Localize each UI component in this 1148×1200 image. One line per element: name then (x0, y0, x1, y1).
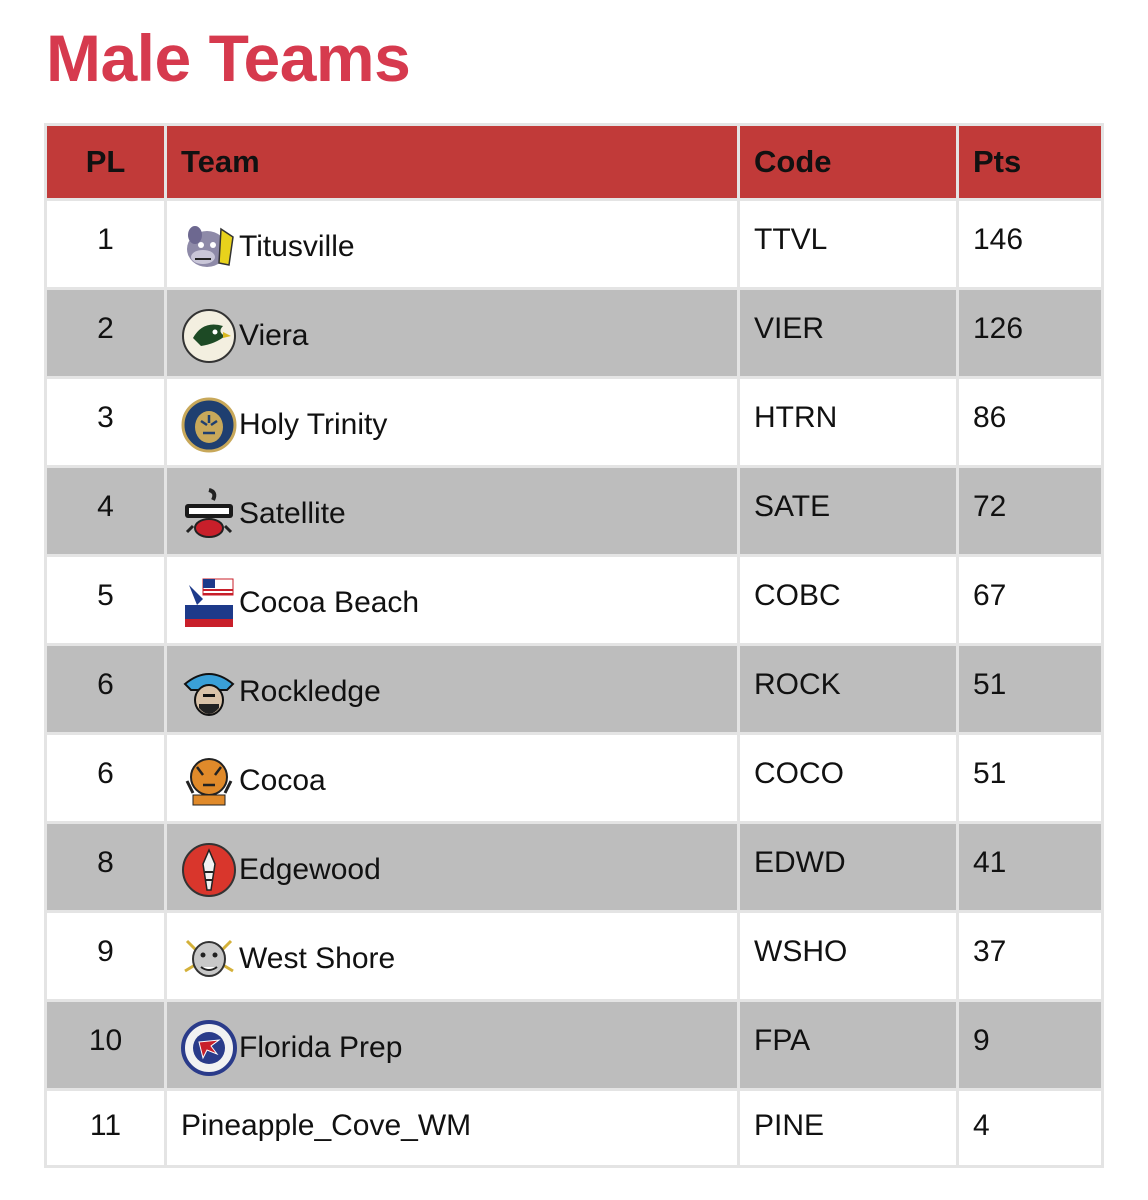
team-name: Holy Trinity (239, 408, 388, 441)
team-cell: Holy Trinity (167, 379, 737, 465)
table-row[interactable]: 6 Cocoa COCO 51 (47, 735, 1101, 821)
place-cell: 10 (47, 1002, 164, 1088)
hawk-logo-icon (181, 308, 237, 364)
table-row[interactable]: 3 Holy Trinity HTRN 86 (47, 379, 1101, 465)
team-cell: Florida Prep (167, 1002, 737, 1088)
tiger-crest-logo-icon (181, 397, 237, 453)
page-title: Male Teams (46, 21, 411, 95)
table-row[interactable]: 8 Edgewood EDWD 41 (47, 824, 1101, 910)
table-row[interactable]: 4 Satellite SATE 72 (47, 468, 1101, 554)
minutemen-logo-icon (181, 575, 237, 631)
team-cell: Pineapple_Cove_WM (167, 1091, 737, 1165)
team-name: Florida Prep (239, 1031, 403, 1064)
place-cell: 9 (47, 913, 164, 999)
header-pts[interactable]: Pts (959, 126, 1101, 198)
team-name: Viera (239, 319, 309, 352)
place-cell: 3 (47, 379, 164, 465)
table-row[interactable]: 2 Viera VIER 126 (47, 290, 1101, 376)
team-cell: Edgewood (167, 824, 737, 910)
code-cell: HTRN (740, 379, 956, 465)
team-name: West Shore (239, 942, 396, 975)
code-cell: WSHO (740, 913, 956, 999)
points-cell: 146 (959, 201, 1101, 287)
place-cell: 6 (47, 735, 164, 821)
points-cell: 37 (959, 913, 1101, 999)
code-cell: ROCK (740, 646, 956, 732)
points-cell: 86 (959, 379, 1101, 465)
place-cell: 8 (47, 824, 164, 910)
place-cell: 5 (47, 557, 164, 643)
code-cell: FPA (740, 1002, 956, 1088)
points-cell: 9 (959, 1002, 1101, 1088)
header-team[interactable]: Team (167, 126, 737, 198)
place-cell: 1 (47, 201, 164, 287)
team-cell: Satellite (167, 468, 737, 554)
team-name: Edgewood (239, 853, 381, 886)
team-cell: Cocoa (167, 735, 737, 821)
feather-logo-icon (181, 842, 237, 898)
points-cell: 126 (959, 290, 1101, 376)
team-cell: Titusville (167, 201, 737, 287)
bulldog-logo-icon (181, 219, 237, 275)
table-row[interactable]: 5 Cocoa Beach COBC 67 (47, 557, 1101, 643)
points-cell: 51 (959, 735, 1101, 821)
points-cell: 41 (959, 824, 1101, 910)
team-name: Titusville (239, 230, 355, 263)
raider-logo-icon (181, 664, 237, 720)
place-cell: 6 (47, 646, 164, 732)
code-cell: VIER (740, 290, 956, 376)
table-row[interactable]: 10 Florida Prep FPA 9 (47, 1002, 1101, 1088)
falcon-logo-icon (181, 1020, 237, 1076)
points-cell: 72 (959, 468, 1101, 554)
header-code[interactable]: Code (740, 126, 956, 198)
table-row[interactable]: 11 Pineapple_Cove_WM PINE 4 (47, 1091, 1101, 1165)
place-cell: 2 (47, 290, 164, 376)
team-name: Rockledge (239, 675, 381, 708)
standings-table: PL Team Code Pts 1 Titusville TTVL 146 2… (44, 123, 1104, 1168)
code-cell: COBC (740, 557, 956, 643)
team-name: Cocoa Beach (239, 586, 420, 619)
code-cell: SATE (740, 468, 956, 554)
tiger-logo-icon (181, 753, 237, 809)
table-row[interactable]: 9 West Shore WSHO 37 (47, 913, 1101, 999)
points-cell: 67 (959, 557, 1101, 643)
place-cell: 11 (47, 1091, 164, 1165)
code-cell: TTVL (740, 201, 956, 287)
team-cell: Cocoa Beach (167, 557, 737, 643)
scorpion-logo-icon (181, 486, 237, 542)
team-cell: West Shore (167, 913, 737, 999)
team-name: Cocoa (239, 764, 326, 797)
table-row[interactable]: 1 Titusville TTVL 146 (47, 201, 1101, 287)
points-cell: 51 (959, 646, 1101, 732)
team-cell: Viera (167, 290, 737, 376)
table-header-row: PL Team Code Pts (47, 126, 1101, 198)
place-cell: 4 (47, 468, 164, 554)
header-pl[interactable]: PL (47, 126, 164, 198)
points-cell: 4 (959, 1091, 1101, 1165)
table-row[interactable]: 6 Rockledge ROCK 51 (47, 646, 1101, 732)
code-cell: PINE (740, 1091, 956, 1165)
code-cell: EDWD (740, 824, 956, 910)
team-cell: Rockledge (167, 646, 737, 732)
wildcat-logo-icon (181, 931, 237, 987)
team-name: Satellite (239, 497, 346, 530)
code-cell: COCO (740, 735, 956, 821)
